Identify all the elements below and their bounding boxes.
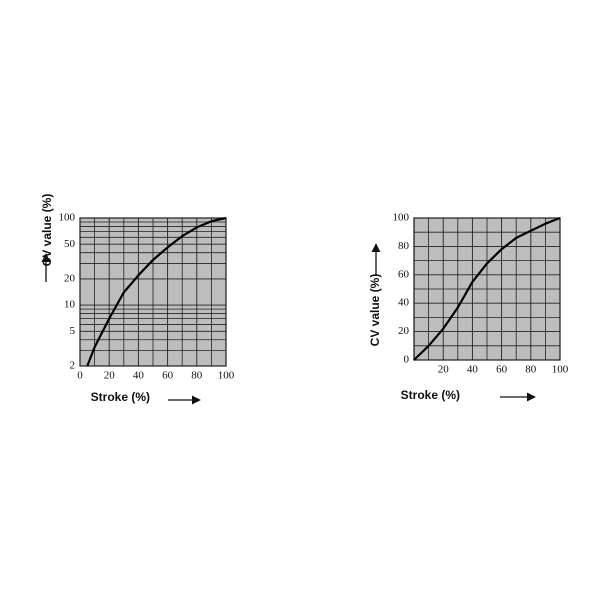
x-tick-label: 20 — [104, 370, 116, 382]
y-tick-label: 50 — [64, 238, 76, 250]
y-tick-label: 60 — [398, 268, 410, 280]
y-tick-label: 100 — [59, 212, 76, 224]
x-tick-label: 80 — [525, 364, 537, 376]
x-tick-label: 60 — [162, 370, 174, 382]
y-axis-label: CV value (%) — [368, 274, 382, 347]
x-tick-label: 0 — [77, 370, 83, 382]
x-axis-label: Stroke (%) — [91, 390, 150, 404]
x-tick-label: 100 — [552, 364, 569, 376]
x-tick-label: 40 — [467, 364, 479, 376]
x-tick-label: 40 — [133, 370, 145, 382]
y-tick-label: 40 — [398, 297, 410, 309]
line — [86, 216, 227, 367]
x-tick-label: 60 — [496, 364, 508, 376]
x-tick-label: 80 — [191, 370, 203, 382]
y-tick-label: 0 — [404, 354, 410, 366]
x-axis-label: Stroke (%) — [401, 388, 460, 402]
line — [413, 216, 561, 361]
y-tick-label: 80 — [398, 240, 410, 252]
y-tick-label: 2 — [70, 360, 76, 372]
y-tick-label: 5 — [70, 325, 76, 337]
x-tick-label: 100 — [218, 370, 235, 382]
y-tick-label: 100 — [393, 212, 410, 224]
y-tick-label: 20 — [398, 325, 410, 337]
y-tick-label: 10 — [64, 299, 76, 311]
x-tick-label: 20 — [438, 364, 450, 376]
y-tick-label: 20 — [64, 272, 76, 284]
y-axis-label: CV value (%) — [40, 194, 54, 267]
